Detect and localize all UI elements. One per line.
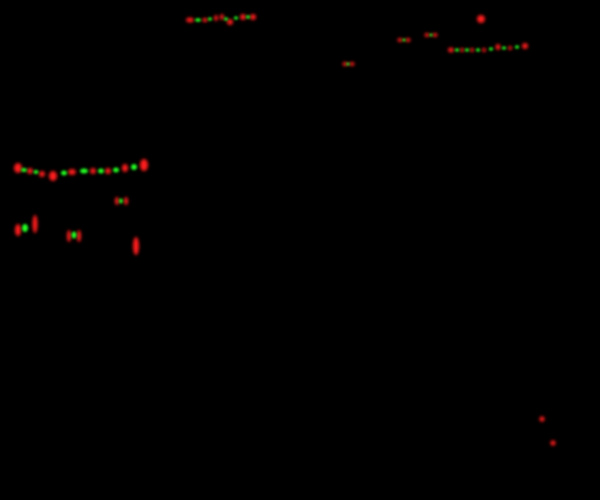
streak-top-center bbox=[186, 14, 256, 25]
dots-bottom-right bbox=[539, 416, 556, 446]
blobs-left-lower bbox=[15, 197, 139, 255]
streak-top-right-cluster bbox=[342, 15, 528, 66]
streak-left-arc bbox=[14, 159, 148, 181]
